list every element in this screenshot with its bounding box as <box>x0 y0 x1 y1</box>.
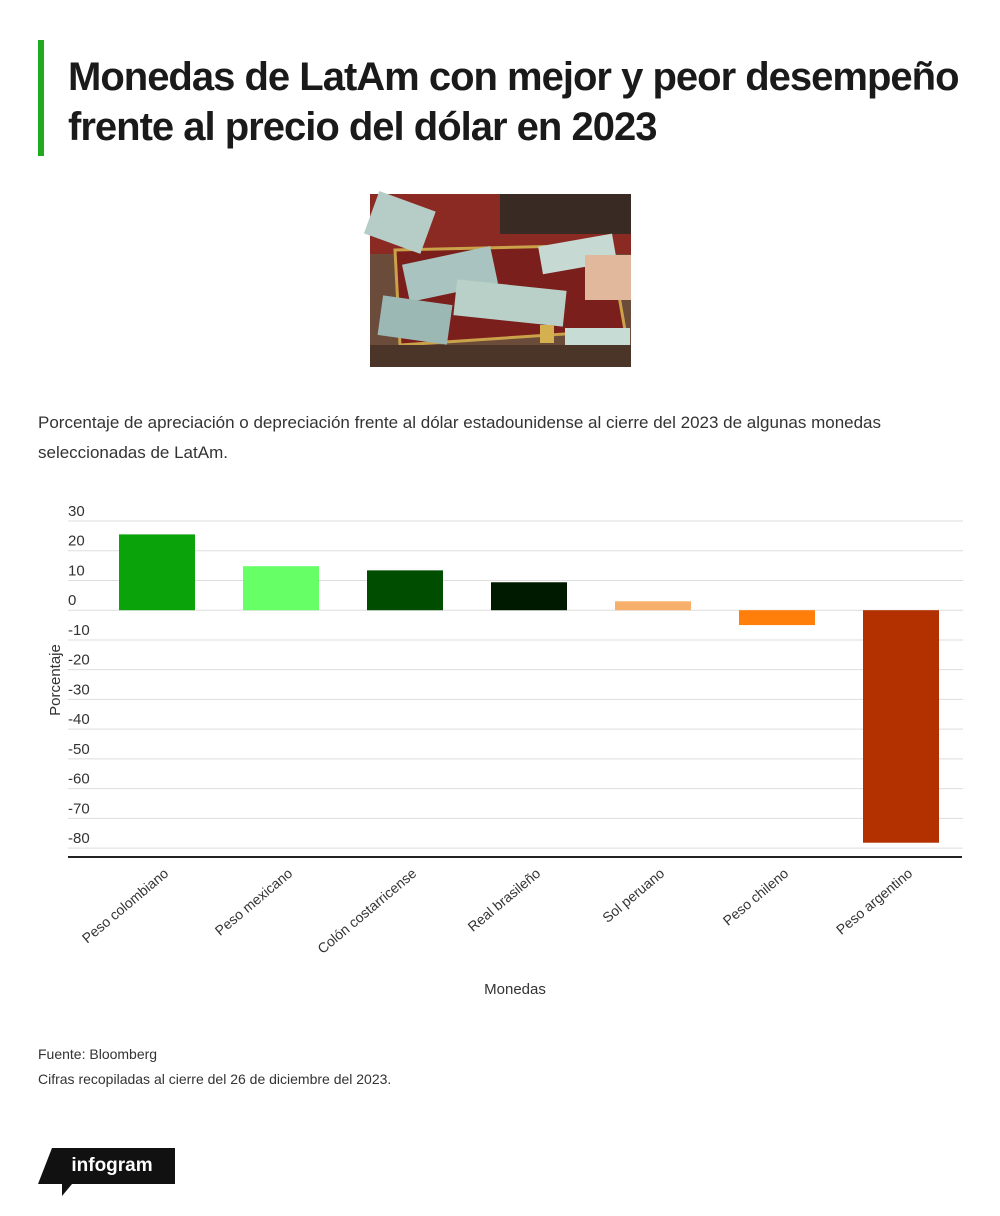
x-axis-title: Monedas <box>484 981 546 998</box>
brand: infogram <box>71 1155 152 1176</box>
bar <box>739 610 815 626</box>
bar <box>491 582 567 611</box>
y-tick-label: 10 <box>68 562 85 579</box>
x-tick-label: Colón costarricense <box>314 865 419 957</box>
chart-title: Monedas de LatAm con mejor y peor desemp… <box>68 55 960 149</box>
title-accent <box>38 40 44 156</box>
x-tick-label: Sol peruano <box>599 865 667 926</box>
y-tick-label: -40 <box>68 711 90 728</box>
y-tick-label: -10 <box>68 622 90 639</box>
y-tick-label: 30 <box>68 503 85 520</box>
x-tick-label: Real brasileño <box>464 865 543 935</box>
x-tick-label: Peso colombiano <box>79 865 172 946</box>
bar <box>863 610 939 843</box>
x-tick-label: Peso argentino <box>833 865 916 938</box>
y-tick-label: -30 <box>68 681 90 698</box>
bar <box>615 601 691 611</box>
bar <box>243 566 319 611</box>
y-tick-label: -80 <box>68 830 90 847</box>
bar <box>119 534 195 611</box>
x-tick-label: Peso chileno <box>720 865 792 929</box>
y-tick-label: 0 <box>68 592 76 609</box>
source: Fuente: Bloomberg <box>38 1046 158 1062</box>
y-tick-label: -50 <box>68 741 90 758</box>
y-tick-label: -60 <box>68 771 90 788</box>
y-tick-label: -70 <box>68 800 90 817</box>
illustration <box>363 191 631 367</box>
x-tick-label: Peso mexicano <box>212 865 296 939</box>
y-tick-label: -20 <box>68 652 90 669</box>
bar <box>367 570 443 611</box>
note: Cifras recopiladas al cierre del 26 de d… <box>38 1071 392 1087</box>
y-tick-label: 20 <box>68 533 85 550</box>
y-axis-title: Porcentaje <box>47 644 64 716</box>
logo: infogram <box>38 1148 175 1196</box>
chart-subtitle: Porcentaje de apreciación o depreciación… <box>38 413 882 462</box>
